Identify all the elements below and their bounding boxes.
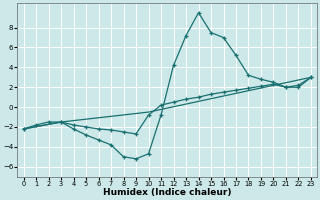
X-axis label: Humidex (Indice chaleur): Humidex (Indice chaleur) — [103, 188, 232, 197]
